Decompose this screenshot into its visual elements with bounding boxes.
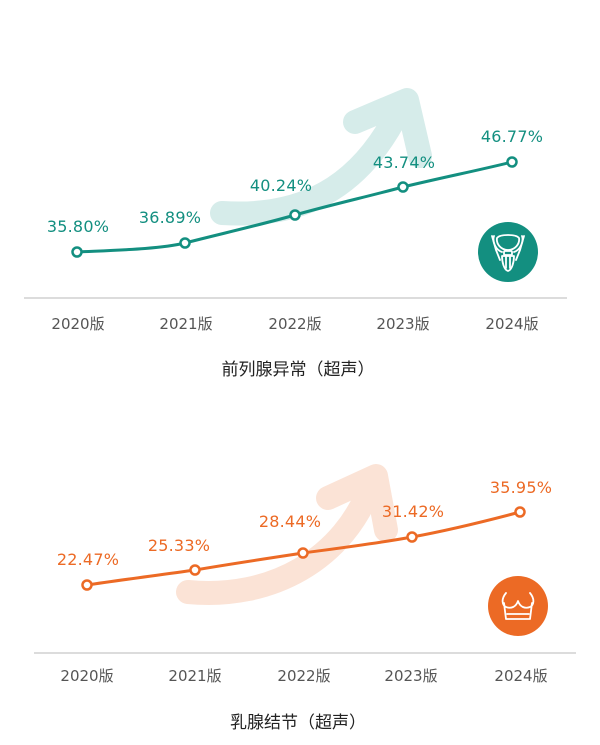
data-point-2022[interactable] bbox=[289, 209, 301, 221]
data-point-2023[interactable] bbox=[406, 531, 418, 543]
x-axis-line bbox=[34, 652, 576, 654]
prostate-icon bbox=[478, 222, 538, 282]
value-label-2023: 43.74% bbox=[372, 153, 436, 172]
value-label-2022: 40.24% bbox=[249, 176, 313, 195]
data-point-2021[interactable] bbox=[179, 237, 191, 249]
prostate-chart-panel: 35.80% 36.89% 40.24% 43.74% 46.77% 2020版… bbox=[24, 88, 567, 380]
trend-arrow-icon bbox=[176, 464, 398, 605]
data-point-2022[interactable] bbox=[297, 547, 309, 559]
value-label-2023: 31.42% bbox=[381, 502, 445, 521]
value-label-2021: 25.33% bbox=[147, 536, 211, 555]
x-tick-2020: 2020版 bbox=[51, 315, 105, 333]
x-tick-2022: 2022版 bbox=[277, 667, 331, 685]
x-tick-2021: 2021版 bbox=[168, 667, 222, 685]
value-label-2020: 35.80% bbox=[46, 217, 110, 236]
x-tick-2023: 2023版 bbox=[384, 667, 438, 685]
x-tick-2021: 2021版 bbox=[159, 315, 213, 333]
value-label-2022: 28.44% bbox=[258, 512, 322, 531]
x-tick-2024: 2024版 bbox=[494, 667, 548, 685]
x-tick-2022: 2022版 bbox=[268, 315, 322, 333]
chart-title: 前列腺异常（超声） bbox=[221, 360, 375, 380]
value-label-2024: 35.95% bbox=[489, 478, 553, 497]
data-point-2020[interactable] bbox=[81, 579, 93, 591]
data-point-2020[interactable] bbox=[71, 246, 83, 258]
data-point-2024[interactable] bbox=[514, 506, 526, 518]
prostate-line-plot bbox=[71, 88, 518, 258]
value-label-2020: 22.47% bbox=[56, 550, 120, 569]
data-point-2021[interactable] bbox=[189, 564, 201, 576]
x-tick-2023: 2023版 bbox=[376, 315, 430, 333]
x-tick-2020: 2020版 bbox=[60, 667, 114, 685]
data-point-2023[interactable] bbox=[397, 181, 409, 193]
data-point-2024[interactable] bbox=[506, 156, 518, 168]
trend-arrow-icon bbox=[210, 88, 432, 226]
breast-icon bbox=[488, 576, 548, 636]
x-axis-line bbox=[24, 297, 567, 299]
x-tick-2024: 2024版 bbox=[485, 315, 539, 333]
chart-title: 乳腺结节（超声） bbox=[230, 713, 366, 733]
value-label-2024: 46.77% bbox=[480, 127, 544, 146]
value-label-2021: 36.89% bbox=[138, 208, 202, 227]
